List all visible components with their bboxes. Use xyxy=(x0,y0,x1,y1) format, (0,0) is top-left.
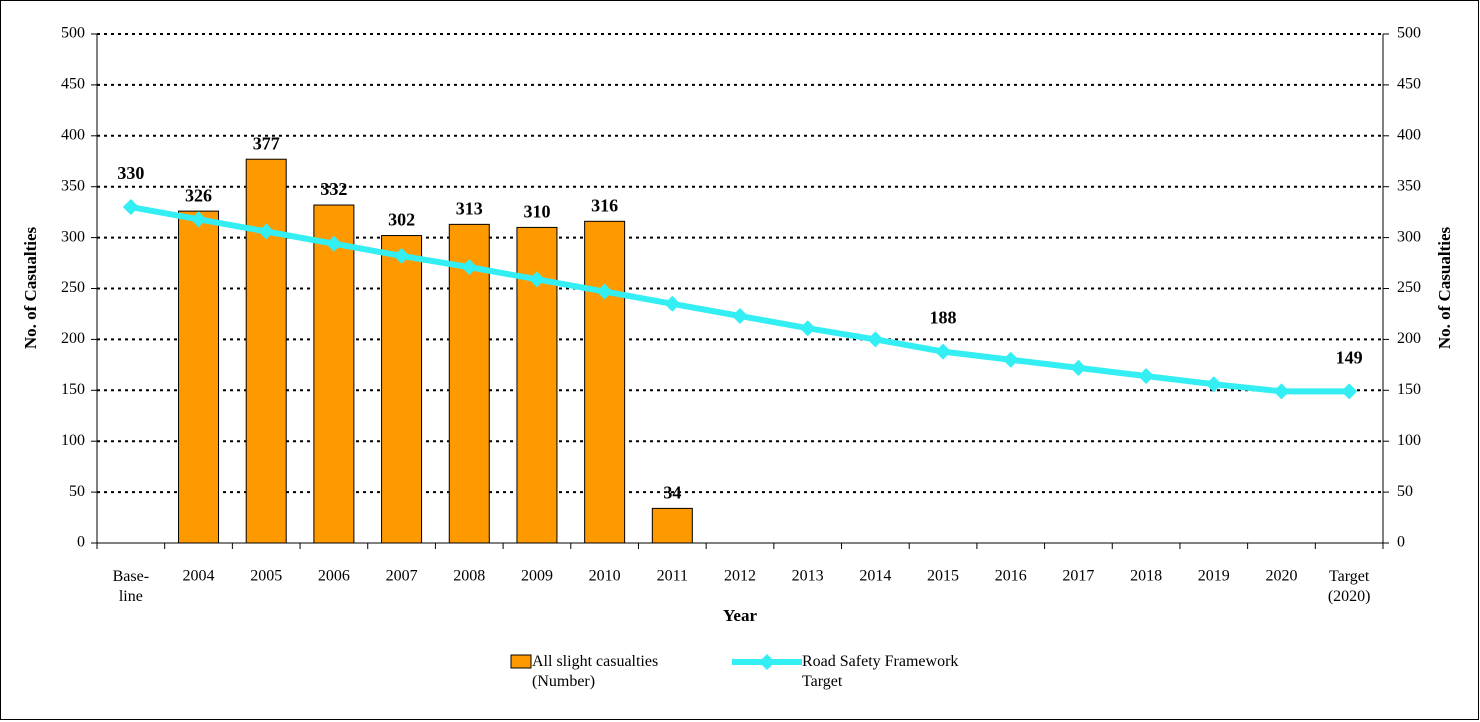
point xyxy=(867,331,884,348)
point xyxy=(258,223,275,240)
legend-item: Road Safety Framework Target xyxy=(732,652,972,692)
x-tick-label: Base-line xyxy=(113,568,149,605)
bar xyxy=(651,507,693,544)
y2-tick-label: 400 xyxy=(1397,126,1421,143)
legend-swatch xyxy=(510,654,532,669)
y-tick-label: 250 xyxy=(61,279,85,296)
y2-tick-label: 200 xyxy=(1397,330,1421,347)
line-label: 149 xyxy=(1336,347,1363,367)
y-tick-label: 100 xyxy=(61,432,85,449)
point xyxy=(732,307,748,324)
x-tick-label: 2008 xyxy=(453,568,485,585)
x-tick-label: 2015 xyxy=(927,568,959,585)
x-tick-label: 2019 xyxy=(1198,568,1230,585)
legend-swatch xyxy=(732,654,802,670)
y2-axis-title: No. of Casualties xyxy=(1435,226,1454,349)
y2-tick-label: 50 xyxy=(1397,483,1413,500)
y2-tick-label: 300 xyxy=(1397,228,1421,245)
bar xyxy=(178,210,220,544)
y-tick-label: 500 xyxy=(61,25,85,42)
bar-label: 316 xyxy=(591,195,618,215)
x-tick-label: Target (2020) xyxy=(1328,568,1371,605)
bar-label: 302 xyxy=(388,210,415,230)
x-tick-label: 2018 xyxy=(1130,568,1162,585)
y2-tick-label: 450 xyxy=(1397,76,1421,93)
bar-label: 310 xyxy=(523,202,550,222)
point xyxy=(122,199,139,216)
point xyxy=(325,235,342,252)
y-axis-title: No. of Casualties xyxy=(21,226,40,349)
point xyxy=(190,211,207,228)
bar-label: 332 xyxy=(320,179,347,199)
bar xyxy=(381,235,423,544)
y2-tick-label: 250 xyxy=(1397,279,1421,296)
y-tick-label: 300 xyxy=(61,228,85,245)
point xyxy=(1341,383,1358,400)
line-label: 188 xyxy=(930,308,957,328)
bar-label: 313 xyxy=(456,198,483,218)
point xyxy=(528,271,545,288)
x-axis-title: Year xyxy=(723,606,757,625)
point xyxy=(1002,351,1019,368)
point xyxy=(664,295,681,312)
bar xyxy=(448,223,490,544)
x-tick-label: 2017 xyxy=(1062,568,1094,585)
point xyxy=(461,259,478,276)
point xyxy=(799,320,816,337)
point xyxy=(1138,368,1155,385)
line-label: 330 xyxy=(117,163,144,183)
x-tick-label: 2013 xyxy=(792,568,824,585)
bar-label: 34 xyxy=(663,483,681,503)
point xyxy=(393,247,410,264)
y-tick-label: 350 xyxy=(61,177,85,194)
y-tick-label: 450 xyxy=(61,76,85,93)
x-tick-label: 2011 xyxy=(657,568,688,585)
y2-tick-label: 150 xyxy=(1397,381,1421,398)
x-tick-label: 2007 xyxy=(386,568,418,585)
y-tick-label: 200 xyxy=(61,330,85,347)
legend-item: All slight casualties (Number) xyxy=(510,652,702,692)
bar xyxy=(584,220,626,544)
point xyxy=(935,343,952,360)
x-tick-label: 2006 xyxy=(318,568,350,585)
x-tick-label: 2004 xyxy=(183,568,215,585)
x-tick-label: 2020 xyxy=(1265,568,1297,585)
y-tick-label: 50 xyxy=(69,483,85,500)
x-tick-label: 2009 xyxy=(521,568,553,585)
bar xyxy=(245,158,287,544)
point xyxy=(596,283,613,300)
y2-tick-label: 0 xyxy=(1397,534,1405,551)
y-tick-label: 400 xyxy=(61,126,85,143)
x-tick-label: 2005 xyxy=(250,568,282,585)
point xyxy=(1273,383,1290,400)
y-tick-label: 0 xyxy=(77,534,85,551)
legend-label: Road Safety Framework Target xyxy=(802,653,959,690)
point xyxy=(1070,359,1087,376)
x-tick-label: 2014 xyxy=(859,568,891,585)
x-tick-label: 2016 xyxy=(995,568,1027,585)
point xyxy=(1205,376,1222,393)
y2-tick-label: 350 xyxy=(1397,177,1421,194)
legend-label: All slight casualties (Number) xyxy=(532,653,659,690)
x-tick-label: 2012 xyxy=(724,568,756,585)
y2-tick-label: 100 xyxy=(1397,432,1421,449)
bar xyxy=(313,204,355,544)
bar-label: 377 xyxy=(253,133,280,153)
y2-tick-label: 500 xyxy=(1397,25,1421,42)
bar-label: 326 xyxy=(185,185,212,205)
x-tick-label: 2010 xyxy=(589,568,621,585)
legend: All slight casualties (Number) Road Safet… xyxy=(510,652,972,692)
y-tick-label: 150 xyxy=(61,381,85,398)
